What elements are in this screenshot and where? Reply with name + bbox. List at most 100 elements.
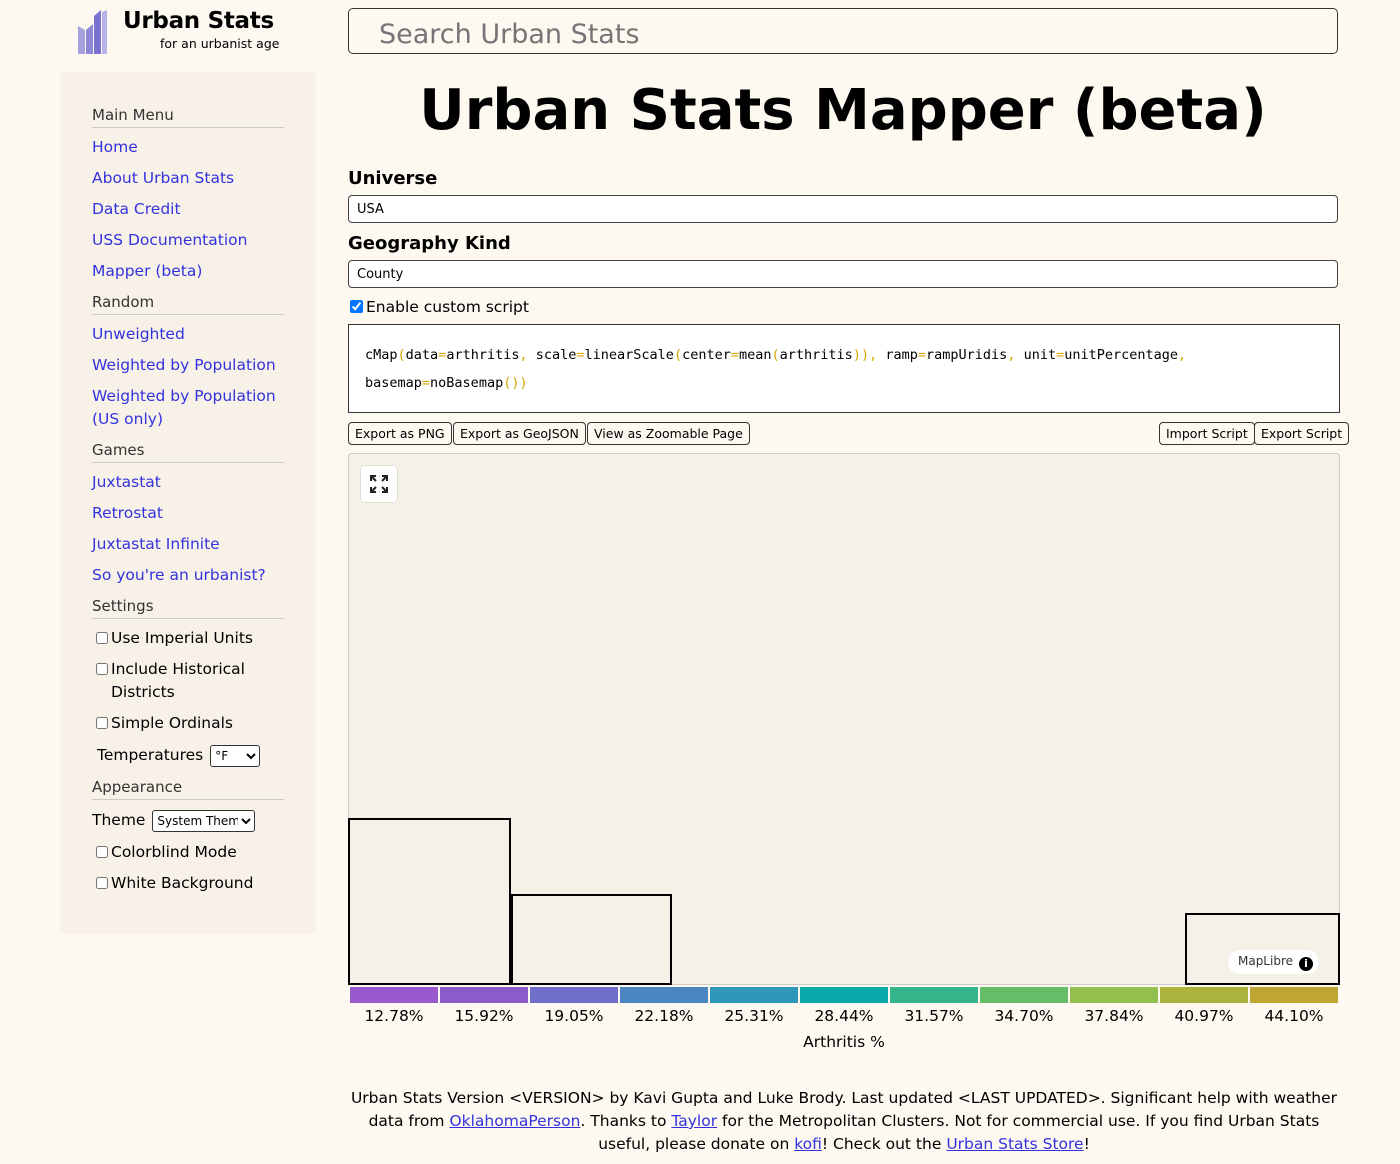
- sidebar-header-appearance: Appearance: [92, 778, 284, 800]
- historical-districts-checkbox[interactable]: [96, 663, 108, 675]
- script-line-2: basemap=noBasemap()): [365, 369, 1323, 397]
- legend-tick-label: 25.31%: [724, 1007, 784, 1025]
- geography-kind-field[interactable]: County: [348, 260, 1338, 288]
- script-token: unit: [1015, 347, 1057, 363]
- simple-ordinals-checkbox[interactable]: [96, 717, 108, 729]
- script-token: ): [852, 347, 861, 363]
- export-png-button[interactable]: Export as PNG: [348, 422, 452, 445]
- script-token: =: [421, 375, 431, 391]
- white-background-checkbox[interactable]: [96, 877, 108, 889]
- inset-map-hawaii[interactable]: [511, 894, 672, 985]
- inset-map-puerto-rico[interactable]: [1185, 913, 1340, 985]
- script-token: ,: [519, 347, 528, 363]
- sidebar-item-mapper[interactable]: Mapper (beta): [92, 262, 203, 280]
- white-background-label: White Background: [111, 874, 254, 892]
- temperatures-label: Temperatures: [97, 746, 204, 764]
- setting-historical-districts: Include Historical Districts: [96, 658, 286, 704]
- enable-custom-script-checkbox[interactable]: [350, 300, 363, 313]
- enable-custom-script: Enable custom script: [350, 298, 529, 316]
- script-token: =: [730, 347, 739, 363]
- logo-icon: [78, 10, 107, 54]
- page-title: Urban Stats Mapper (beta): [419, 78, 1267, 143]
- footer-link-oklahomaperson[interactable]: OklahomaPerson: [449, 1112, 581, 1130]
- script-token: (: [673, 347, 683, 363]
- legend-swatch: [800, 987, 888, 1003]
- legend-tick-label: 19.05%: [544, 1007, 604, 1025]
- script-token: center: [682, 347, 731, 363]
- sidebar-item-about[interactable]: About Urban Stats: [92, 169, 235, 187]
- script-token: ): [519, 375, 528, 391]
- imperial-units-checkbox[interactable]: [96, 632, 108, 644]
- script-token: ramp: [877, 347, 918, 363]
- sidebar-item-weighted-population-us[interactable]: Weighted by Population (US only): [92, 387, 276, 428]
- script-token: ,: [1178, 347, 1187, 363]
- script-token: =: [438, 347, 447, 363]
- script-editor[interactable]: cMap(data=arthritis, scale=linearScale(c…: [348, 324, 1340, 413]
- sidebar-item-juxtastat-infinite[interactable]: Juxtastat Infinite: [92, 535, 220, 553]
- sidebar-item-unweighted[interactable]: Unweighted: [92, 325, 185, 343]
- script-token: =: [1056, 347, 1065, 363]
- footer-link-store[interactable]: Urban Stats Store: [946, 1135, 1084, 1153]
- colorblind-checkbox[interactable]: [96, 846, 108, 858]
- legend-tick-label: 40.97%: [1174, 1007, 1234, 1025]
- universe-label: Universe: [348, 168, 438, 189]
- script-token: (: [771, 347, 780, 363]
- export-geojson-button[interactable]: Export as GeoJSON: [453, 422, 586, 445]
- geography-kind-label: Geography Kind: [348, 233, 511, 254]
- universe-field[interactable]: USA: [348, 195, 1338, 223]
- sidebar-header-random: Random: [92, 293, 284, 315]
- legend-tick-label: 44.10%: [1264, 1007, 1324, 1025]
- fullscreen-icon: [370, 475, 388, 493]
- script-token: data: [405, 347, 439, 363]
- sidebar-item-urbanist-quiz[interactable]: So you're an urbanist?: [92, 566, 266, 584]
- sidebar-item-weighted-population[interactable]: Weighted by Population: [92, 356, 276, 374]
- footer-text-4: ! Check out the: [821, 1135, 947, 1153]
- legend-tick-label: 22.18%: [634, 1007, 694, 1025]
- legend-swatch: [440, 987, 528, 1003]
- script-token: rampUridis: [926, 347, 1008, 363]
- sidebar-item-uss-documentation[interactable]: USS Documentation: [92, 231, 248, 249]
- script-token: ,: [869, 347, 878, 363]
- legend-swatch: [530, 987, 618, 1003]
- setting-simple-ordinals: Simple Ordinals: [96, 712, 233, 735]
- search-input[interactable]: [348, 8, 1338, 54]
- colorblind-label: Colorblind Mode: [111, 843, 237, 861]
- export-script-button[interactable]: Export Script: [1254, 422, 1350, 445]
- script-token: scale: [527, 347, 577, 363]
- inset-map-alaska[interactable]: [348, 818, 511, 985]
- map-canvas[interactable]: MapLibre i: [348, 453, 1340, 985]
- enable-custom-script-label: Enable custom script: [366, 298, 529, 316]
- footer-text-1: Urban Stats Version <VERSION> by Kavi Gu…: [350, 1089, 1338, 1130]
- sidebar-item-home[interactable]: Home: [92, 138, 138, 156]
- theme-select[interactable]: System Theme: [152, 810, 256, 832]
- legend-tick-label: 31.57%: [904, 1007, 964, 1025]
- sidebar-item-juxtastat[interactable]: Juxtastat: [92, 473, 161, 491]
- sidebar-header-main-menu: Main Menu: [92, 106, 284, 128]
- info-icon[interactable]: i: [1299, 957, 1313, 971]
- legend-swatch: [1250, 987, 1338, 1003]
- script-token: ,: [1007, 347, 1016, 363]
- sidebar-header-games: Games: [92, 441, 284, 463]
- sidebar-item-retrostat[interactable]: Retrostat: [92, 504, 163, 522]
- script-token: mean: [739, 347, 772, 363]
- script-token: =: [917, 347, 927, 363]
- legend-swatch: [1160, 987, 1248, 1003]
- script-token: unitPercentage: [1064, 347, 1179, 363]
- script-token: cMap: [365, 347, 398, 363]
- sidebar-item-data-credit[interactable]: Data Credit: [92, 200, 181, 218]
- fullscreen-button[interactable]: [361, 466, 397, 502]
- simple-ordinals-label: Simple Ordinals: [111, 714, 234, 732]
- footer-text-3: for the Metropolitan Clusters. Not for c…: [598, 1112, 1320, 1153]
- legend-swatch: [620, 987, 708, 1003]
- map-attribution[interactable]: MapLibre i: [1227, 950, 1319, 974]
- script-token: (: [503, 375, 512, 391]
- legend-swatch: [890, 987, 978, 1003]
- legend-tick-label: 28.44%: [814, 1007, 874, 1025]
- temperatures-select[interactable]: °F: [210, 745, 261, 767]
- view-zoomable-page-button[interactable]: View as Zoomable Page: [587, 422, 750, 445]
- logo[interactable]: Urban Stats for an urbanist age: [76, 8, 306, 56]
- footer-link-taylor[interactable]: Taylor: [671, 1112, 718, 1130]
- import-script-button[interactable]: Import Script: [1159, 422, 1255, 445]
- footer-link-kofi[interactable]: kofi: [794, 1135, 822, 1153]
- legend-swatch: [710, 987, 798, 1003]
